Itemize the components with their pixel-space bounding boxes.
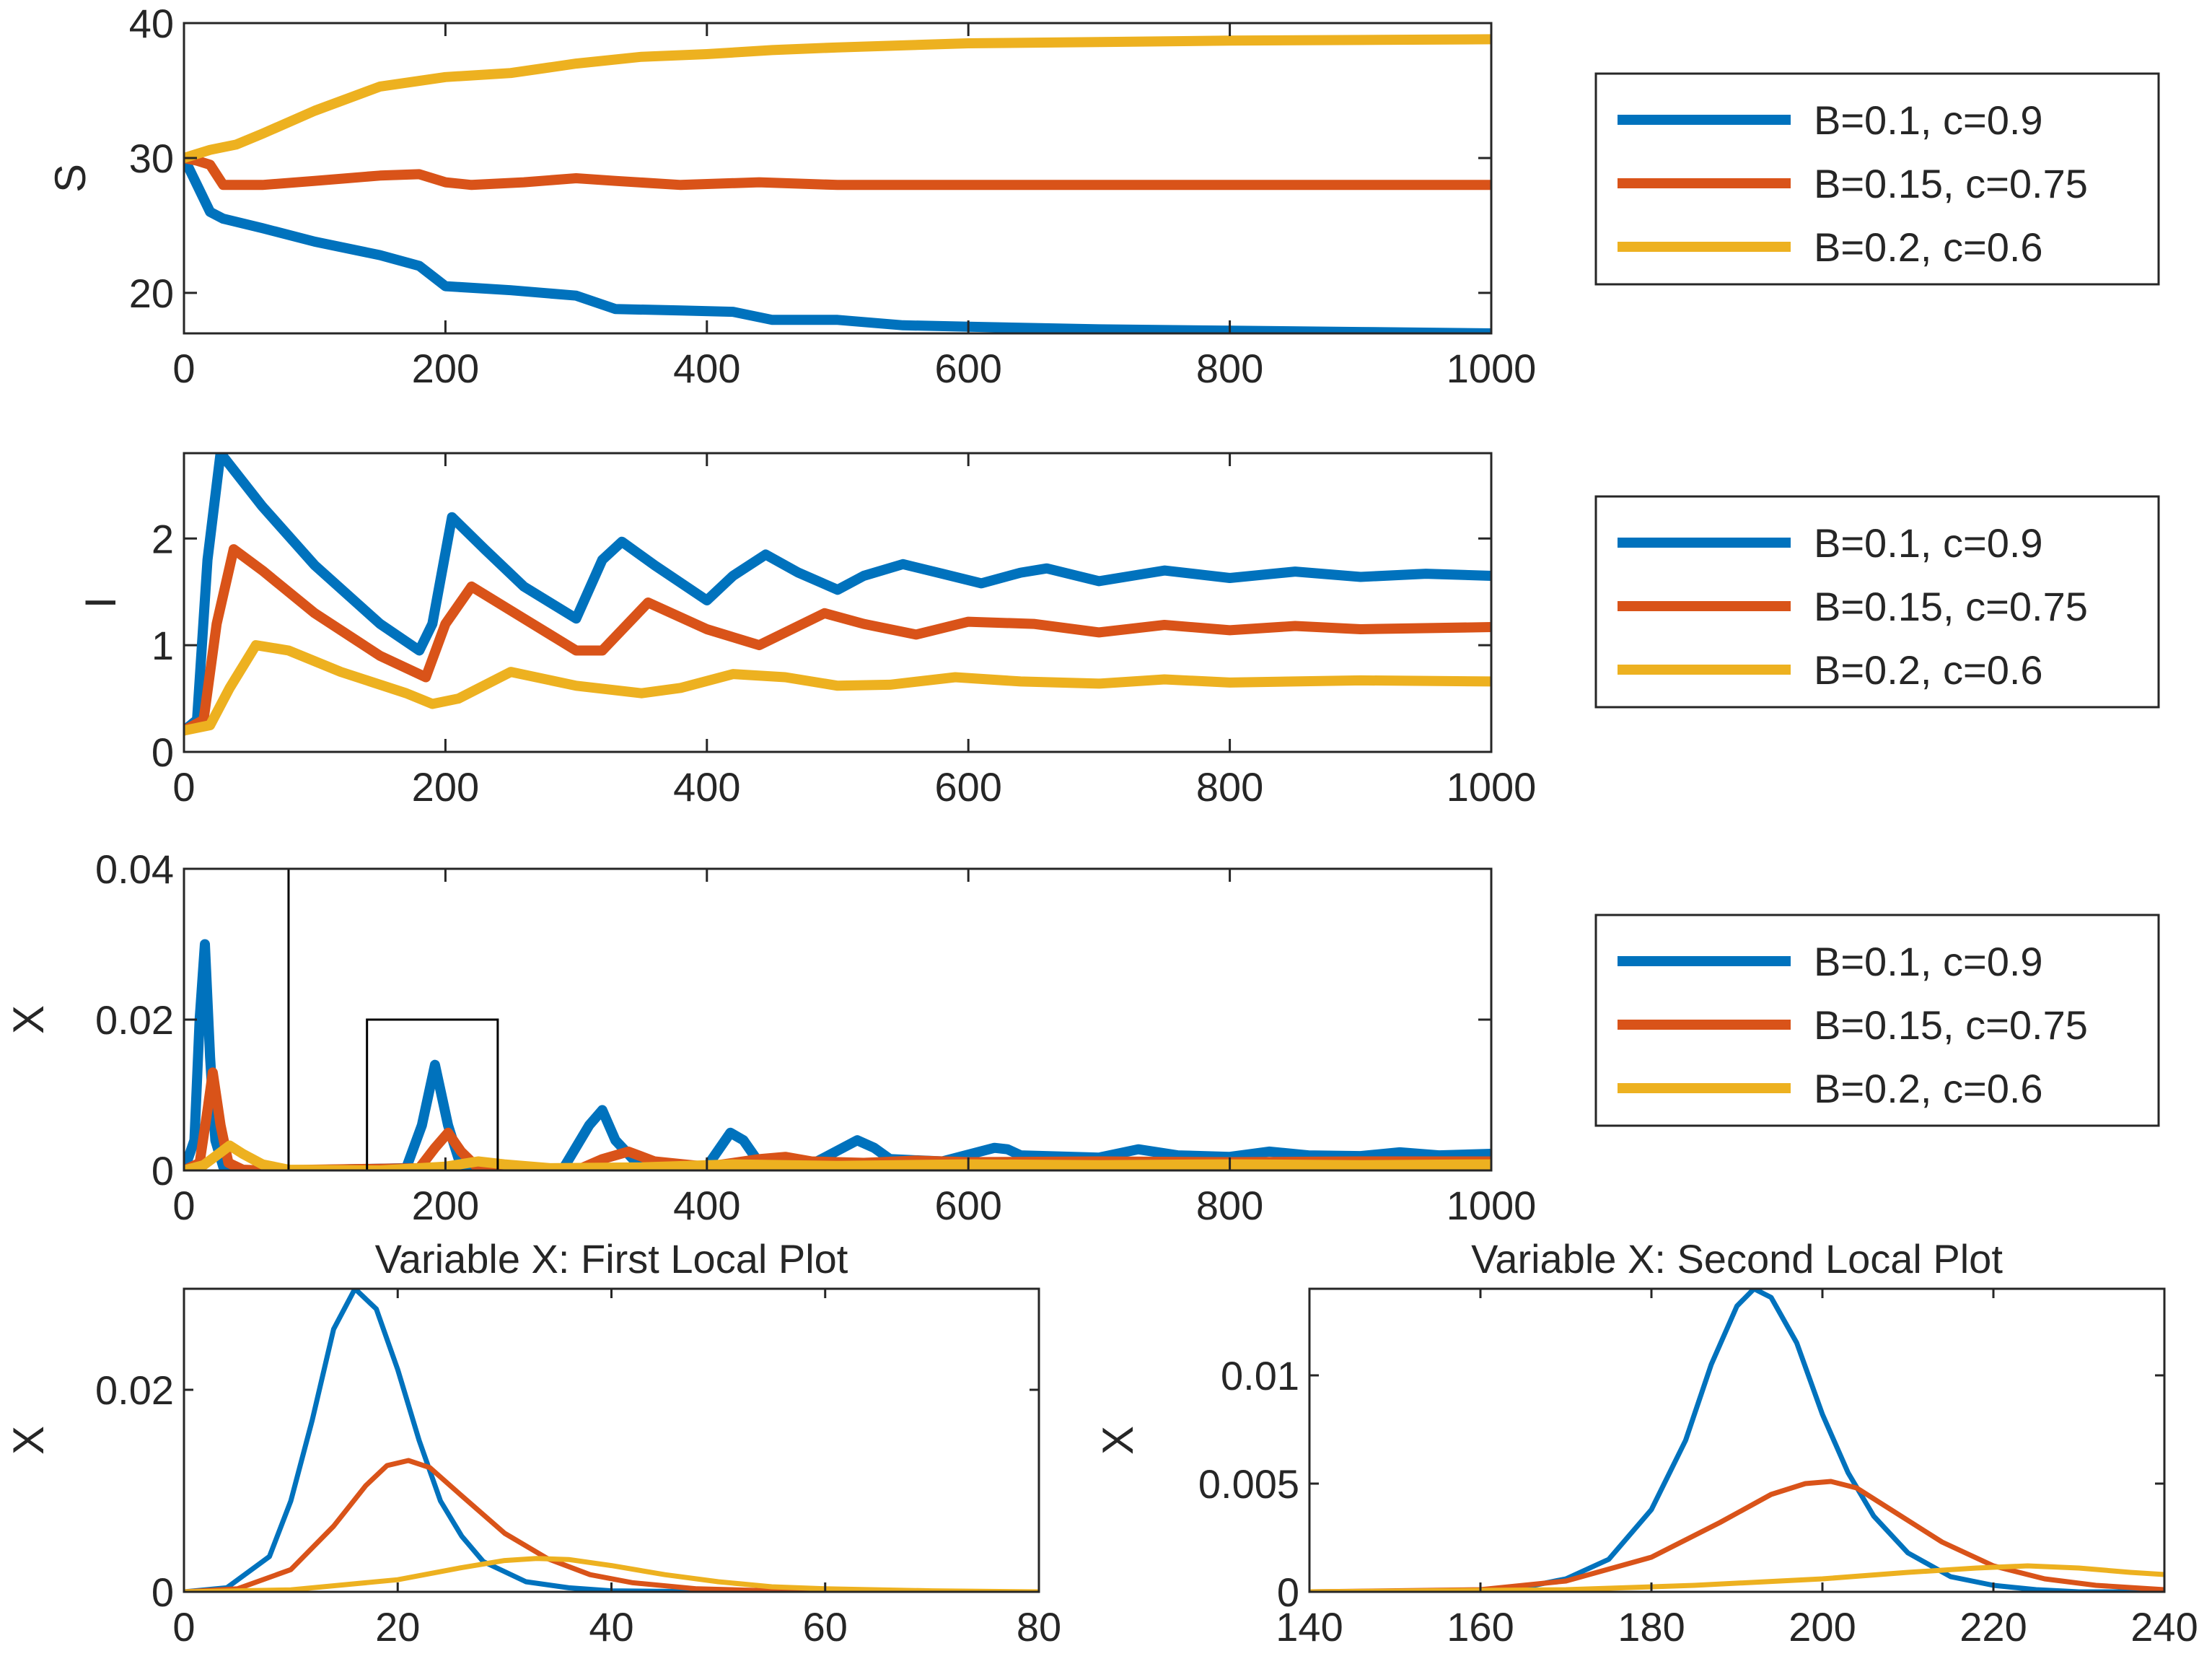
y-tick-label: 30 <box>129 136 174 181</box>
y-tick-label: 2 <box>152 516 174 561</box>
chart-title: Variable X: First Local Plot <box>375 1236 848 1282</box>
x-tick-label: 800 <box>1196 1183 1263 1228</box>
axes-box-S <box>183 22 1493 335</box>
x-tick-label: 400 <box>673 1183 740 1228</box>
legend-entry-1: B=0.15, c=0.75 <box>1814 584 2088 629</box>
x-tick-label: 0 <box>172 1183 195 1228</box>
x-tick-label: 200 <box>412 1183 479 1228</box>
plot-area-X-local-2 <box>1309 1289 2164 1592</box>
series-line-I-0 <box>184 453 1491 736</box>
x-tick-label: 200 <box>1789 1604 1856 1650</box>
x-tick-label: 600 <box>934 1183 1001 1228</box>
x-tick-label: 800 <box>1196 764 1263 810</box>
axes-box-I <box>183 452 1493 753</box>
legend: B=0.1, c=0.9 B=0.15, c=0.75 B=0.2, c=0.6 <box>1594 72 2160 286</box>
legend: B=0.1, c=0.9 B=0.15, c=0.75 B=0.2, c=0.6 <box>1594 495 2160 709</box>
series-line-I-2 <box>184 640 1491 736</box>
x-tick-label: 0 <box>172 1604 195 1650</box>
series-line-X-local-1-2 <box>184 1556 1039 1592</box>
legend-entry-1: B=0.15, c=0.75 <box>1814 1002 2088 1048</box>
legend-entry-2: B=0.2, c=0.6 <box>1814 224 2043 270</box>
y-tick-label: 0 <box>152 1148 174 1194</box>
x-tick-label: 80 <box>1017 1604 1061 1650</box>
series-line-I-1 <box>184 544 1491 736</box>
chart-I: 0 200 400 600 800 1000 0 1 2 I B=0.1, c=0.9 B=0.15,… <box>76 452 2160 810</box>
x-tick-label: 400 <box>673 346 740 391</box>
y-tick-label: 1 <box>152 623 174 668</box>
x-tick-label: 600 <box>934 346 1001 391</box>
legend-entry-0: B=0.1, c=0.9 <box>1814 939 2043 984</box>
y-axis-label: S <box>46 164 95 193</box>
x-tick-label: 200 <box>412 764 479 810</box>
plot-area-X-local-1 <box>184 1289 1039 1592</box>
x-tick-label: 220 <box>1959 1604 2027 1650</box>
series-line-X-local-2-1 <box>1309 1479 2164 1592</box>
x-tick-label: 0 <box>172 346 195 391</box>
y-axis-label: X <box>1094 1426 1142 1455</box>
x-tick-label: 400 <box>673 764 740 810</box>
y-tick-label: 0.02 <box>95 1367 174 1413</box>
series-line-S-2 <box>184 34 1491 163</box>
series-line-S-1 <box>184 153 1491 191</box>
y-tick-label: 40 <box>129 1 174 46</box>
plot-area-I <box>184 453 1491 736</box>
y-tick-label: 0.005 <box>1198 1461 1299 1507</box>
x-tick-label: 1000 <box>1447 1183 1537 1228</box>
x-tick-label: 20 <box>375 1604 420 1650</box>
series-line-X-0 <box>184 939 1491 1170</box>
legend-entry-0: B=0.1, c=0.9 <box>1814 97 2043 143</box>
series-line-X-local-1-1 <box>184 1458 1039 1592</box>
x-tick-label: 160 <box>1447 1604 1514 1650</box>
y-axis-label: X <box>4 1005 53 1034</box>
series-line-X-local-2-2 <box>1309 1563 2164 1592</box>
x-tick-label: 1000 <box>1447 764 1537 810</box>
y-tick-label: 0.04 <box>95 846 174 892</box>
x-tick-label: 140 <box>1276 1604 1343 1650</box>
plot-area-X <box>184 939 1491 1170</box>
y-tick-label: 0 <box>152 1569 174 1615</box>
series-line-X-local-2-0 <box>1309 1289 2164 1592</box>
chart-title: Variable X: Second Local Plot <box>1471 1236 2003 1282</box>
x-tick-label: 0 <box>172 764 195 810</box>
series-line-X-2 <box>184 1140 1491 1170</box>
plot-area-S <box>184 34 1491 333</box>
x-tick-label: 600 <box>934 764 1001 810</box>
legend-entry-2: B=0.2, c=0.6 <box>1814 647 2043 693</box>
chart-X-local-2: 140 160 180 200 220 240 0 0.005 0.01 X Variable X:… <box>1094 1236 2198 1650</box>
y-axis-label: I <box>76 597 125 609</box>
y-tick-label: 0.01 <box>1221 1353 1299 1398</box>
legend-entry-0: B=0.1, c=0.9 <box>1814 520 2043 566</box>
y-tick-label: 0 <box>1277 1569 1299 1615</box>
series-line-S-0 <box>184 153 1491 333</box>
x-tick-label: 1000 <box>1447 346 1537 391</box>
y-tick-label: 20 <box>129 271 174 316</box>
x-tick-label: 180 <box>1618 1604 1685 1650</box>
legend: B=0.1, c=0.9 B=0.15, c=0.75 B=0.2, c=0.6 <box>1594 914 2160 1127</box>
x-tick-label: 240 <box>2130 1604 2198 1650</box>
x-tick-label: 60 <box>803 1604 848 1650</box>
legend-entry-2: B=0.2, c=0.6 <box>1814 1066 2043 1111</box>
x-tick-label: 40 <box>589 1604 633 1650</box>
chart-X-local-1: 0 20 40 60 80 0 0.02 X Variable X: First Local P… <box>4 1236 1061 1650</box>
y-tick-label: 0 <box>152 730 174 775</box>
x-tick-label: 800 <box>1196 346 1263 391</box>
x-tick-label: 200 <box>412 346 479 391</box>
y-tick-label: 0.02 <box>95 997 174 1043</box>
y-axis-label: X <box>4 1426 53 1455</box>
axes-box-X-local-2 <box>1308 1287 2166 1593</box>
legend-entry-1: B=0.15, c=0.75 <box>1814 161 2088 206</box>
